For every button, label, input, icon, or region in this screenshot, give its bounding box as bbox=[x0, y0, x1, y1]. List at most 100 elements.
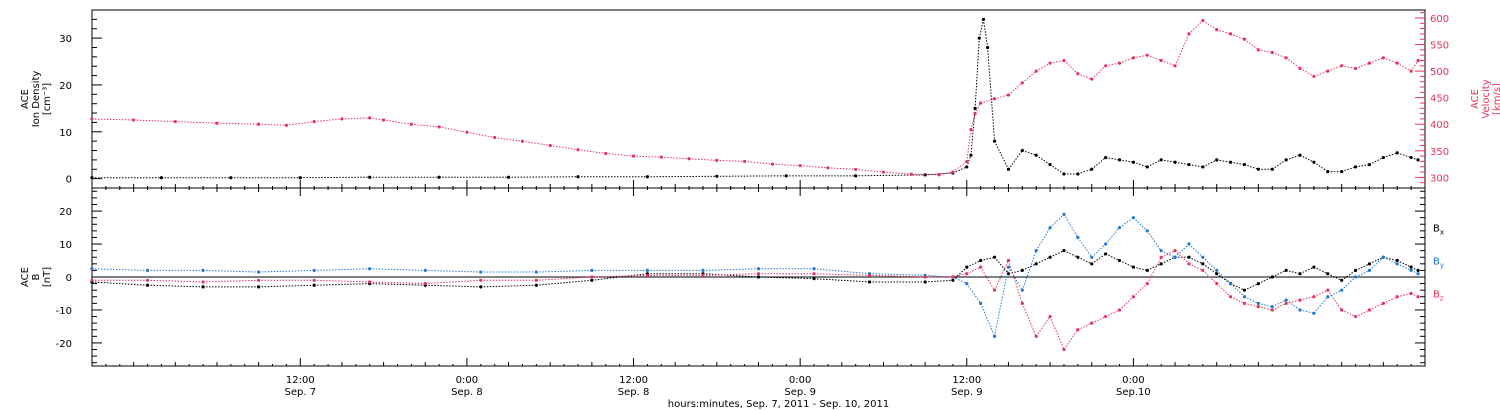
x-tick-date-label: Sep.10 bbox=[1116, 387, 1151, 398]
field-By-series-point bbox=[145, 268, 150, 273]
bottom-left-tick-label: 0 bbox=[66, 273, 72, 284]
field-By-series-segment bbox=[1160, 250, 1176, 258]
field-By-series-segment bbox=[425, 269, 481, 273]
field-Bx-series-segment bbox=[1077, 256, 1092, 265]
field-Bx-series-segment bbox=[1216, 273, 1231, 284]
velocity-series-segment bbox=[175, 121, 217, 124]
field-By-series-segment bbox=[536, 269, 592, 273]
field-Bx-series-segment bbox=[994, 256, 1009, 275]
x-axis-label: hours:minutes, Sep. 7, 2011 - Sep. 10, 2… bbox=[668, 399, 889, 410]
field-Bz-series-segment bbox=[1272, 302, 1287, 311]
top-left-axis-label: ACE Ion Density [cm⁻³] bbox=[20, 71, 53, 128]
field-Bx-series-segment bbox=[1063, 250, 1079, 258]
field-Bx-series-segment bbox=[1119, 260, 1134, 268]
velocity-series-segment bbox=[980, 98, 995, 104]
ion-density-series-segment bbox=[974, 38, 980, 109]
x-tick-date-label: Sep. 8 bbox=[618, 387, 650, 398]
field-Bz-series-segment bbox=[1063, 329, 1079, 350]
top-right-axis-label-line: [km/s] bbox=[1492, 83, 1500, 115]
bottom-axis-label: ACE B [nT] bbox=[20, 267, 53, 287]
field-Bx-series-segment bbox=[1313, 266, 1329, 275]
field-Bz-series-segment bbox=[425, 279, 481, 285]
velocity-series-segment bbox=[1160, 60, 1176, 67]
field-By-series-segment bbox=[1119, 217, 1134, 228]
field-By-series-segment bbox=[813, 268, 870, 275]
ion-density-series-point bbox=[1395, 151, 1399, 155]
field-Bz-series-segment bbox=[536, 276, 592, 281]
ion-density-series-segment bbox=[1285, 154, 1301, 161]
field-By-series-segment bbox=[1049, 214, 1065, 228]
velocity-series-segment bbox=[550, 144, 579, 151]
field-Bx-series-segment bbox=[314, 283, 370, 286]
field-Bz-series-segment bbox=[1355, 309, 1370, 318]
field-Bz-series-segment bbox=[1146, 256, 1162, 284]
ion-density-series-segment bbox=[855, 174, 926, 177]
top-right-tick-label: 350 bbox=[1430, 147, 1449, 158]
field-Bz-series-segment bbox=[1035, 316, 1051, 337]
field-By-series-segment bbox=[314, 268, 370, 271]
top-right-tick-label: 500 bbox=[1430, 67, 1449, 78]
ion-density-series-segment bbox=[1091, 157, 1106, 170]
top-right-tick-label: 450 bbox=[1430, 94, 1449, 105]
legend-Bz: Bz bbox=[1433, 289, 1444, 302]
top-left-axis-label-line: [cm⁻³] bbox=[42, 83, 53, 115]
ion-density-series-segment bbox=[970, 108, 976, 156]
field-By-series-segment bbox=[1341, 276, 1356, 291]
x-tick-time-label: 12:00 bbox=[286, 375, 315, 386]
velocity-series-segment bbox=[1244, 38, 1259, 51]
x-tick-date-label: Sep. 9 bbox=[784, 387, 816, 398]
field-Bz-series-segment bbox=[1410, 293, 1419, 298]
velocity-series-segment bbox=[1355, 62, 1370, 69]
ion-density-series-segment bbox=[966, 155, 972, 168]
field-By-series-point bbox=[201, 268, 205, 273]
field-Bz-series-segment bbox=[869, 274, 926, 278]
velocity-series-segment bbox=[369, 117, 384, 121]
field-Bz-series-segment bbox=[1133, 283, 1148, 298]
field-Bx-series-segment bbox=[258, 284, 315, 288]
velocity-series-segment bbox=[994, 94, 1009, 100]
field-By-series-segment bbox=[1397, 263, 1412, 271]
ion-density-series-segment bbox=[1299, 154, 1315, 163]
field-Bz-series-segment bbox=[702, 273, 759, 276]
velocity-series-segment bbox=[633, 155, 662, 158]
velocity-series-segment bbox=[855, 168, 884, 173]
velocity-series-segment bbox=[605, 152, 634, 157]
field-Bx-series-segment bbox=[480, 284, 537, 288]
field-Bz-series-segment bbox=[369, 281, 426, 285]
field-Bx-series-segment bbox=[1369, 256, 1384, 265]
field-Bx-series-segment bbox=[1091, 253, 1106, 265]
velocity-series-segment bbox=[1410, 60, 1419, 72]
top-right-axis-label-line: Velocity bbox=[1481, 79, 1492, 118]
field-By-series-segment bbox=[1174, 243, 1190, 258]
field-By-series-segment bbox=[1091, 243, 1106, 258]
velocity-series-segment bbox=[974, 102, 982, 114]
velocity-series-segment bbox=[1202, 20, 1217, 31]
field-Bx-series-segment bbox=[1299, 266, 1315, 275]
velocity-series-segment bbox=[1313, 70, 1328, 77]
field-By-series-segment bbox=[91, 268, 148, 271]
ion-density-series-segment bbox=[1230, 161, 1245, 166]
velocity-series-segment bbox=[341, 117, 370, 120]
top-right-tick-label: 300 bbox=[1430, 173, 1449, 184]
velocity-series-segment bbox=[1105, 62, 1120, 67]
field-By-series-segment bbox=[1188, 243, 1204, 258]
ion-density-series-segment bbox=[1161, 159, 1176, 163]
velocity-series-segment bbox=[411, 123, 440, 128]
x-tick-date-label: Sep. 8 bbox=[451, 387, 483, 398]
field-By-series-segment bbox=[952, 276, 967, 285]
velocity-series-segment bbox=[716, 159, 745, 162]
velocity-series-segment bbox=[1188, 20, 1204, 35]
field-Bz-series bbox=[90, 249, 1420, 352]
ion-density-series-segment bbox=[1355, 164, 1370, 168]
bottom-left-tick-label: -20 bbox=[56, 339, 72, 350]
field-Bx-series-point bbox=[145, 283, 150, 287]
field-By-series bbox=[90, 212, 1420, 338]
ion-density-series-point bbox=[1215, 158, 1219, 162]
field-By-series-point bbox=[1187, 242, 1191, 246]
field-Bx-series-segment bbox=[1035, 256, 1051, 265]
field-Bz-series-segment bbox=[994, 260, 1009, 291]
velocity-series-segment bbox=[522, 140, 551, 146]
velocity-series-segment bbox=[1341, 65, 1356, 69]
